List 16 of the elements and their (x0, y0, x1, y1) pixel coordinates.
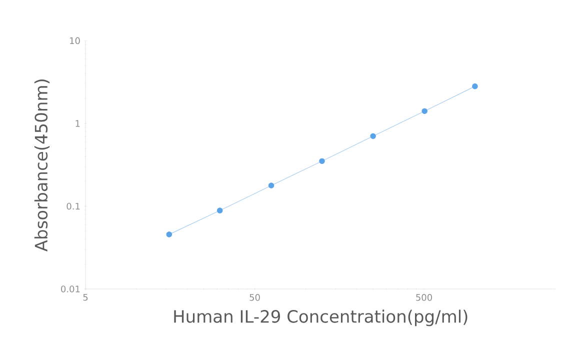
point (370, 133, 376, 140)
x-tick-label: 5 (83, 294, 88, 301)
point (268, 182, 274, 188)
x-axis-title: Human IL-29 Concentration(pg/ml) (174, 310, 468, 326)
y-axis-title: Absorbance(450nm) (34, 80, 50, 252)
x-tick-label: 500 (416, 294, 432, 301)
x-tick-label: 50 (250, 294, 260, 301)
point (319, 158, 325, 164)
y-tick-label: 1 (76, 120, 80, 127)
y-tick-label: 10 (70, 37, 80, 44)
y-tick-label: 0.1 (66, 202, 80, 210)
point (216, 208, 223, 214)
y-tick-label: 0.01 (61, 286, 80, 292)
point (422, 108, 428, 114)
point (166, 232, 172, 238)
point (472, 83, 478, 90)
